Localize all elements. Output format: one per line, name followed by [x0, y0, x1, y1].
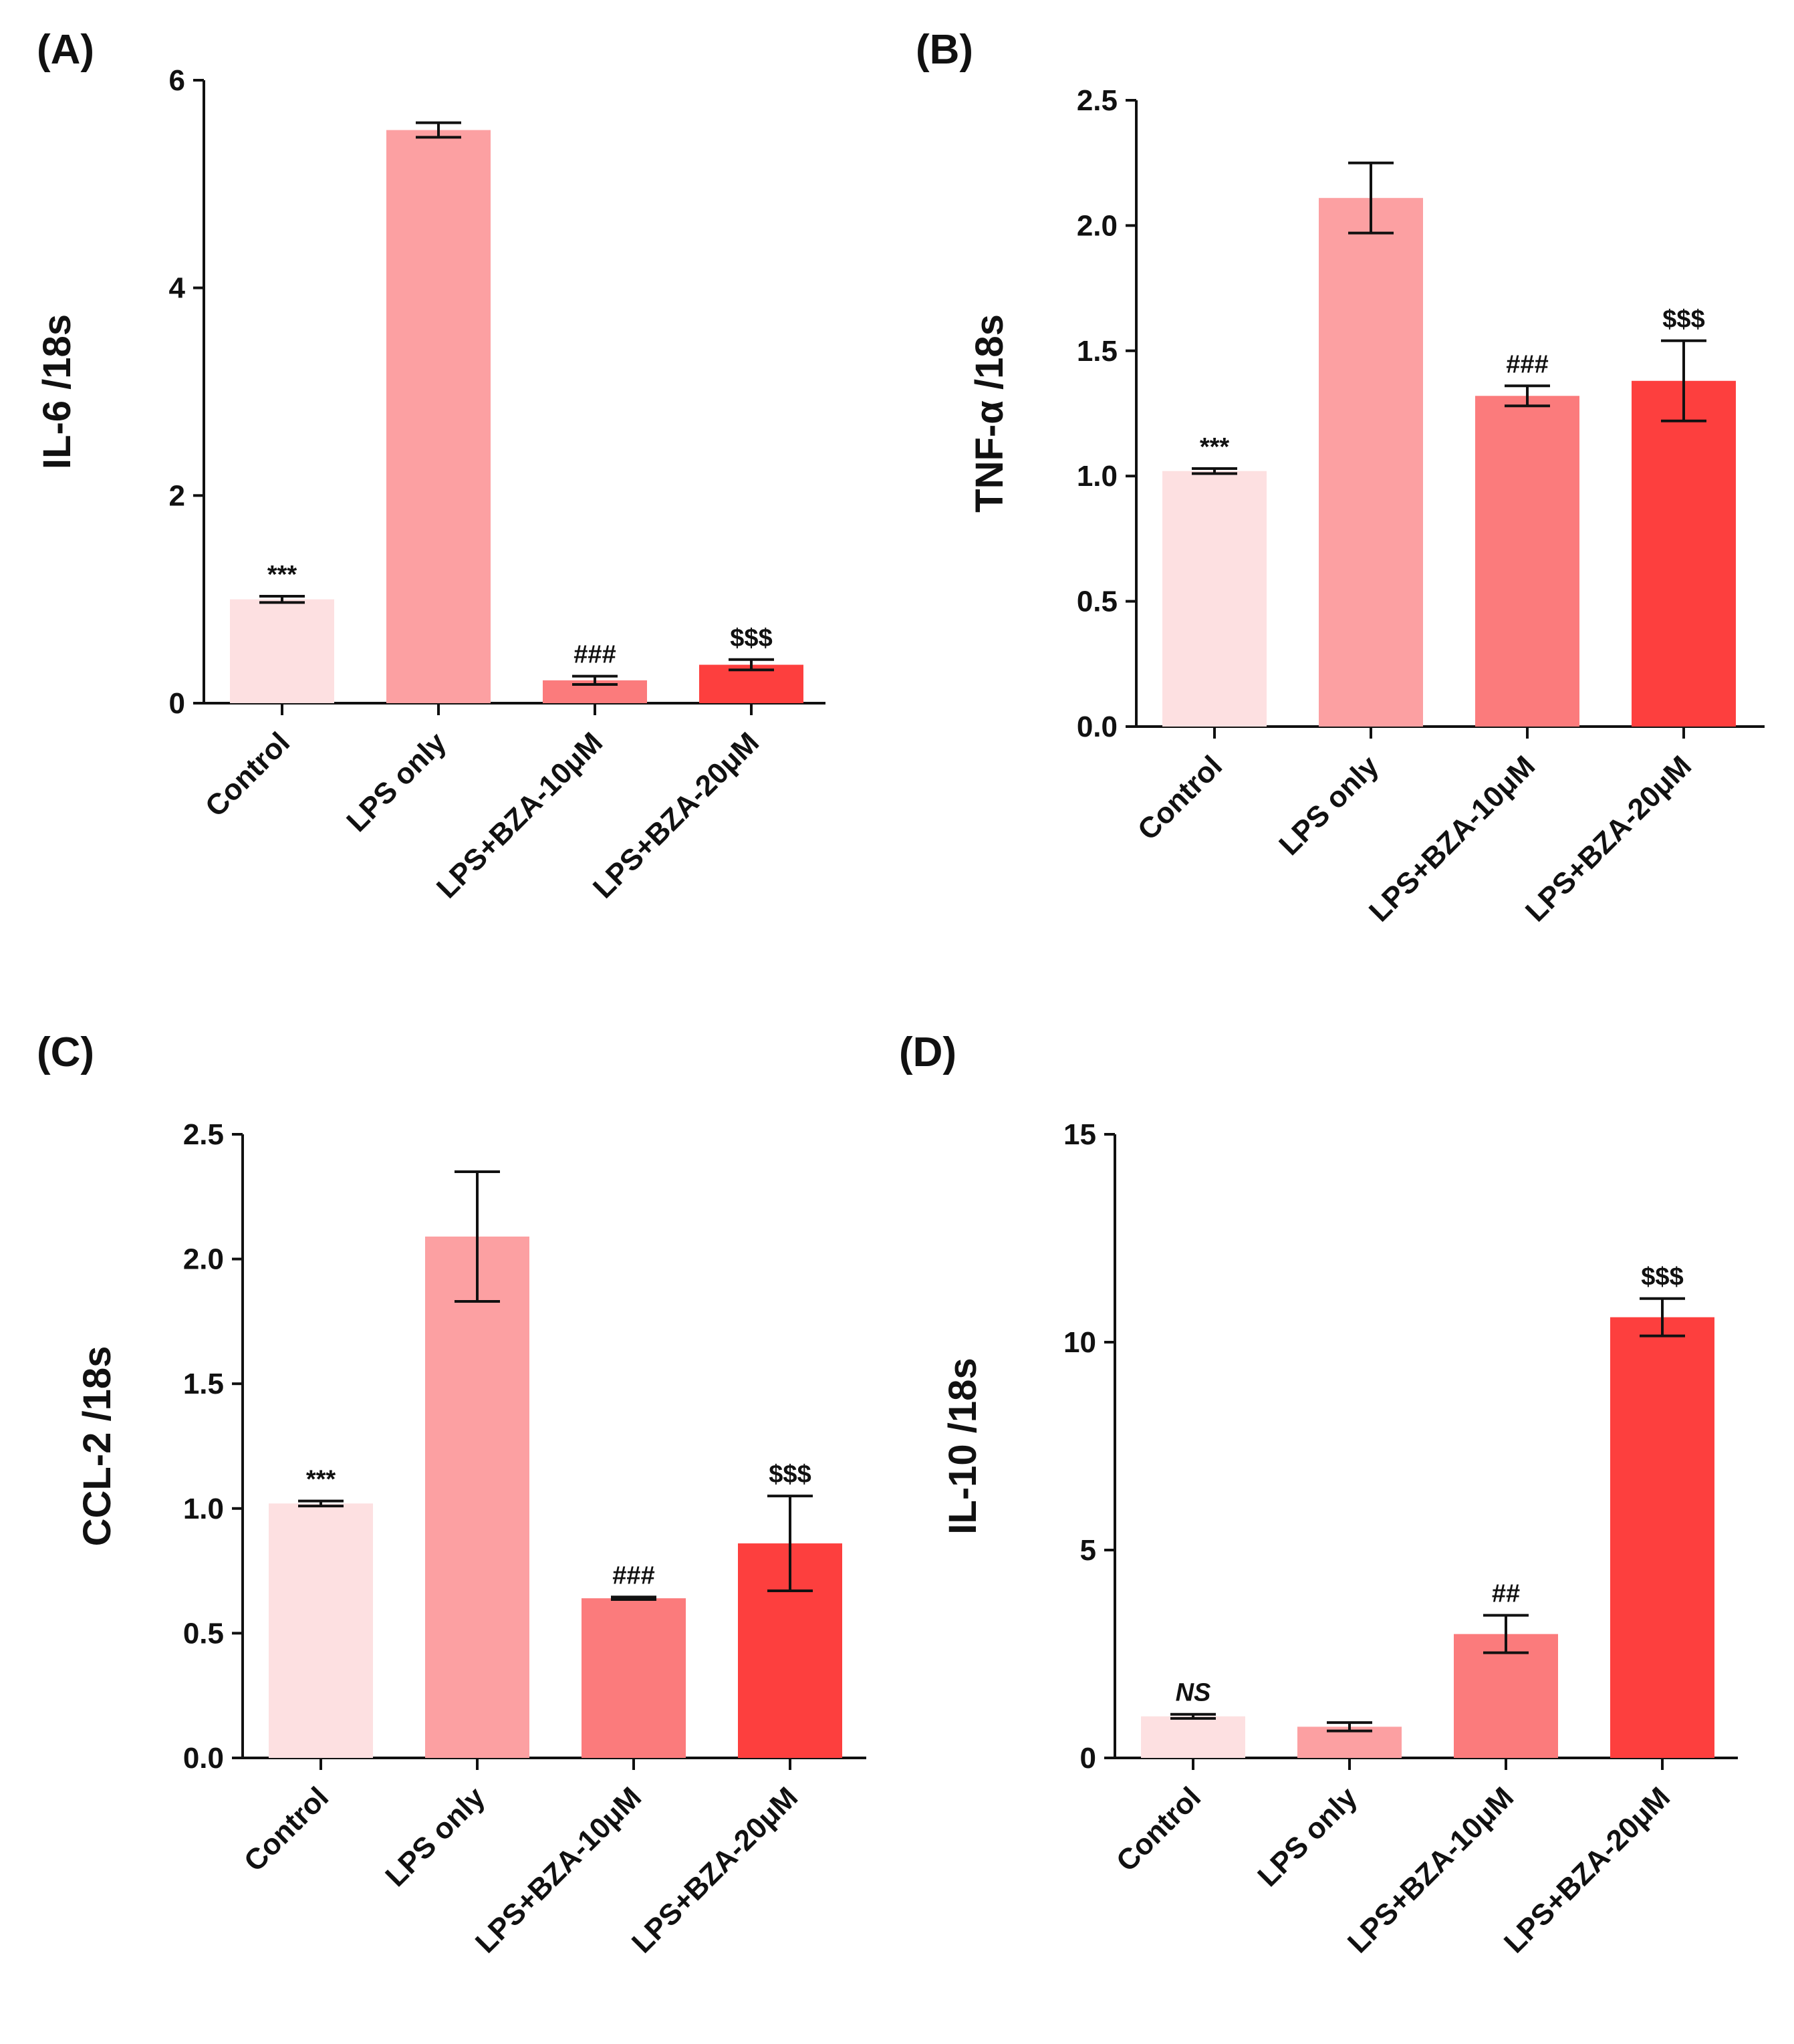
y-tick-label: 1.0 — [183, 1493, 224, 1525]
x-category-label: LPS only — [1251, 1781, 1364, 1893]
bar — [1610, 1317, 1714, 1758]
y-axis-label: CCL-2 /18s — [76, 1346, 119, 1547]
significance-label: $$$ — [1641, 1263, 1683, 1291]
bar — [1475, 396, 1579, 727]
x-category-label: Control — [199, 726, 296, 823]
x-category-label: LPS+BZA-20μM — [1519, 749, 1698, 928]
bar — [1454, 1634, 1558, 1758]
significance-label: $$$ — [730, 624, 772, 652]
y-tick-label: 0 — [1080, 1742, 1096, 1775]
bar — [425, 1237, 529, 1758]
y-tick-label: 0 — [169, 687, 185, 720]
bar — [1141, 1716, 1245, 1758]
x-category-label: LPS only — [340, 726, 453, 838]
y-tick-label: 1.5 — [183, 1368, 224, 1400]
panel-label: (B) — [916, 27, 973, 73]
chart-panel: (B) TNF-α /18s 0.0 0.5 1.0 1.5 2.0 2.5 *** Contro… — [916, 27, 1765, 928]
bar — [1319, 198, 1423, 727]
bar — [269, 1503, 373, 1758]
y-tick-label: 0.0 — [1077, 711, 1118, 743]
y-tick-label: 1.5 — [1077, 335, 1118, 368]
y-tick-label: 1.0 — [1077, 460, 1118, 493]
y-tick-label: 5 — [1080, 1534, 1096, 1567]
x-category-label: Control — [1132, 749, 1229, 846]
chart-panel: (C) CCL-2 /18s 0.0 0.5 1.0 1.5 2.0 2.5 *** Contro… — [37, 1029, 866, 1960]
y-tick-label: 2.0 — [183, 1243, 224, 1276]
significance-label: *** — [267, 561, 297, 589]
y-tick-label: 0.5 — [183, 1617, 224, 1650]
x-category-label: LPS only — [1273, 749, 1385, 862]
y-tick-label: 4 — [169, 272, 186, 305]
significance-label: *** — [1200, 433, 1230, 461]
significance-label: ## — [1492, 1580, 1520, 1608]
y-tick-label: 0.0 — [183, 1742, 224, 1775]
x-category-label: LPS+BZA-10μM — [1363, 749, 1541, 928]
x-category-label: LPS+BZA-20μM — [626, 1781, 804, 1959]
y-tick-label: 2.5 — [1077, 84, 1118, 117]
y-tick-label: 0.5 — [1077, 586, 1118, 618]
y-tick-label: 2 — [169, 479, 185, 512]
bar — [230, 599, 334, 703]
significance-label: ### — [573, 641, 616, 669]
y-axis-label: IL-6 /18s — [35, 314, 79, 469]
chart-panel: (D) IL-10 /18s 0 5 10 15 NS Control LPS only ## LP… — [899, 1029, 1738, 1960]
y-axis-label: TNF-α /18s — [968, 314, 1011, 513]
y-tick-label: 2.5 — [183, 1118, 224, 1151]
x-category-label: LPS only — [379, 1781, 491, 1893]
significance-label: $$$ — [1662, 305, 1704, 334]
y-tick-label: 2.0 — [1077, 209, 1118, 242]
significance-label: *** — [306, 1466, 336, 1494]
x-category-label: LPS+BZA-10μM — [469, 1781, 648, 1959]
y-axis-label: IL-10 /18s — [941, 1358, 985, 1534]
bar — [582, 1598, 686, 1758]
y-tick-label: 6 — [169, 64, 185, 97]
significance-label: $$$ — [769, 1460, 811, 1489]
panel-label: (A) — [37, 27, 94, 73]
x-category-label: LPS+BZA-10μM — [430, 726, 609, 904]
y-tick-label: 10 — [1063, 1326, 1096, 1359]
panel-label: (C) — [37, 1029, 94, 1075]
x-category-label: LPS+BZA-20μM — [587, 726, 765, 904]
significance-label: ### — [612, 1561, 654, 1589]
significance-label: ### — [1506, 350, 1548, 378]
x-category-label: Control — [238, 1781, 335, 1878]
panel-label: (D) — [899, 1029, 956, 1075]
bar — [386, 130, 491, 703]
bar — [1162, 471, 1267, 727]
bar — [1632, 380, 1736, 727]
x-category-label: Control — [1110, 1781, 1207, 1878]
x-category-label: LPS+BZA-20μM — [1498, 1781, 1676, 1959]
y-tick-label: 15 — [1063, 1118, 1096, 1151]
significance-label: NS — [1176, 1679, 1211, 1707]
chart-panel: (A) IL-6 /18s 0 2 4 6 *** Control LPS only ### LPS… — [35, 27, 825, 905]
x-category-label: LPS+BZA-10μM — [1341, 1781, 1520, 1959]
